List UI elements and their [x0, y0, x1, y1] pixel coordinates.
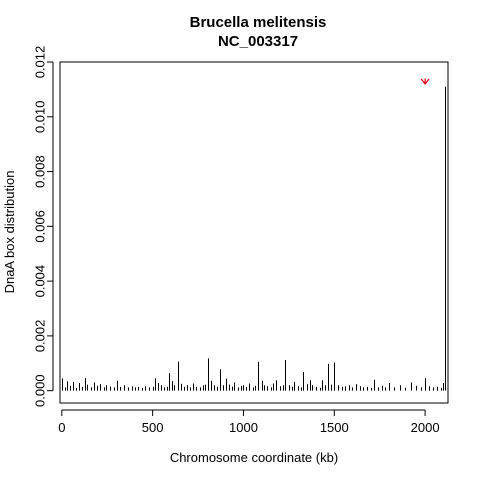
chart-title: Brucella melitensis: [190, 14, 327, 31]
y-tick-label: 0.002: [32, 320, 47, 353]
y-tick-label: 0.000: [32, 374, 47, 407]
x-tick-label: 0: [58, 420, 65, 435]
y-tick-label: 0.012: [32, 46, 47, 79]
x-axis-label: Chromosome coordinate (kb): [170, 450, 338, 465]
y-tick-label: 0.006: [32, 210, 47, 243]
y-axis-label: DnaA box distribution: [2, 171, 17, 294]
y-axis: 0.000 0.002 0.004 0.006 0.008 0.010 0.012: [32, 46, 54, 407]
x-tick-label: 1500: [320, 420, 349, 435]
x-axis: 0 500 1000 1500 2000: [58, 409, 440, 435]
plot-area-frame: [59, 61, 449, 404]
chart-subtitle: NC_003317: [218, 33, 298, 50]
x-tick-label: 500: [142, 420, 164, 435]
x-tick-label: 1000: [229, 420, 258, 435]
annotations: [420, 78, 430, 85]
y-tick-label: 0.010: [32, 101, 47, 134]
annotation-arrow-head: [420, 78, 430, 85]
data-series: [62, 86, 446, 391]
y-tick-label: 0.008: [32, 155, 47, 188]
x-tick-label: 2000: [411, 420, 440, 435]
y-tick-label: 0.004: [32, 265, 47, 298]
